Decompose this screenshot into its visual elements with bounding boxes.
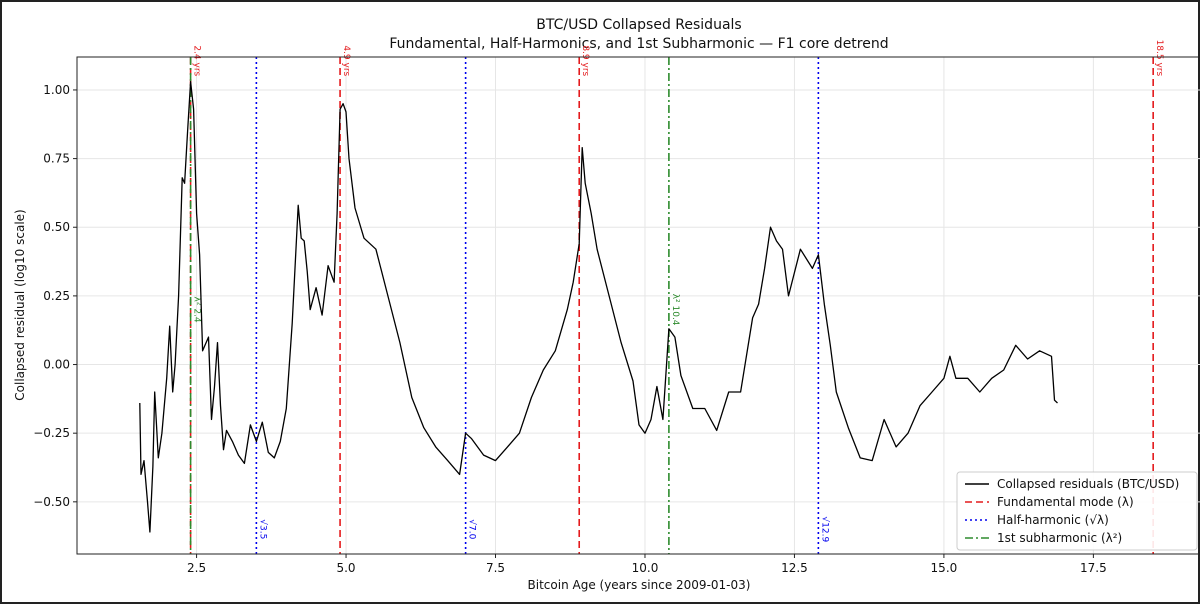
y-tick-label: 0.00 xyxy=(43,358,70,372)
x-axis-ticks: 2.5 5.0 7.5 10.0 12.5 15.0 17.5 xyxy=(187,554,1107,575)
legend-label: Collapsed residuals (BTC/USD) xyxy=(997,477,1179,491)
y-axis-ticks: −0.50 −0.25 0.00 0.25 0.50 0.75 1.00 xyxy=(33,83,77,509)
series-group xyxy=(139,81,1058,533)
plot-area xyxy=(76,56,1200,555)
grid xyxy=(77,57,1200,554)
harmonic-lines: 2.4 yrs 4.9 yrs 8.9 yrs 18.5 yrs √3.5 √7.0 √12… xyxy=(189,40,1164,554)
vline-label: 2.4 yrs xyxy=(192,45,202,76)
y-tick-label: −0.25 xyxy=(33,426,70,440)
x-tick-label: 10.0 xyxy=(632,561,659,575)
x-tick-label: 12.5 xyxy=(781,561,808,575)
legend-label: Half-harmonic (√λ) xyxy=(997,513,1109,527)
y-axis-label: Collapsed residual (log10 scale) xyxy=(13,209,27,400)
vline-label: √7.0 xyxy=(467,519,478,539)
vline-label: 18.5 yrs xyxy=(1154,40,1164,77)
x-tick-label: 17.5 xyxy=(1080,561,1107,575)
x-axis-label: Bitcoin Age (years since 2009-01-03) xyxy=(528,578,751,592)
y-tick-label: 0.25 xyxy=(43,289,70,303)
chart-subtitle: Fundamental, Half-Harmonics, and 1st Sub… xyxy=(389,36,888,52)
legend: Collapsed residuals (BTC/USD) Fundamental… xyxy=(956,471,1198,551)
y-tick-label: 0.75 xyxy=(43,152,70,166)
y-tick-label: 1.00 xyxy=(43,83,70,97)
vline-label: √3.5 xyxy=(257,519,268,539)
vline-label: λ² 2.4 xyxy=(192,297,202,323)
x-tick-label: 2.5 xyxy=(187,561,206,575)
x-tick-label: 7.5 xyxy=(486,561,505,575)
vline-label: 8.9 yrs xyxy=(580,45,590,76)
vline-label: λ² 10.4 xyxy=(670,294,680,326)
vline-label: 4.9 yrs xyxy=(341,45,351,76)
y-tick-label: −0.50 xyxy=(33,495,70,509)
y-tick-label: 0.50 xyxy=(43,220,70,234)
chart-title: BTC/USD Collapsed Residuals xyxy=(536,17,741,33)
legend-box xyxy=(956,471,1198,551)
x-tick-label: 15.0 xyxy=(931,561,958,575)
x-tick-label: 5.0 xyxy=(336,561,355,575)
vline-label: √12.9 xyxy=(819,516,830,542)
legend-label: 1st subharmonic (λ²) xyxy=(997,531,1122,545)
legend-label: Fundamental mode (λ) xyxy=(997,495,1134,509)
series-line xyxy=(139,81,1058,533)
